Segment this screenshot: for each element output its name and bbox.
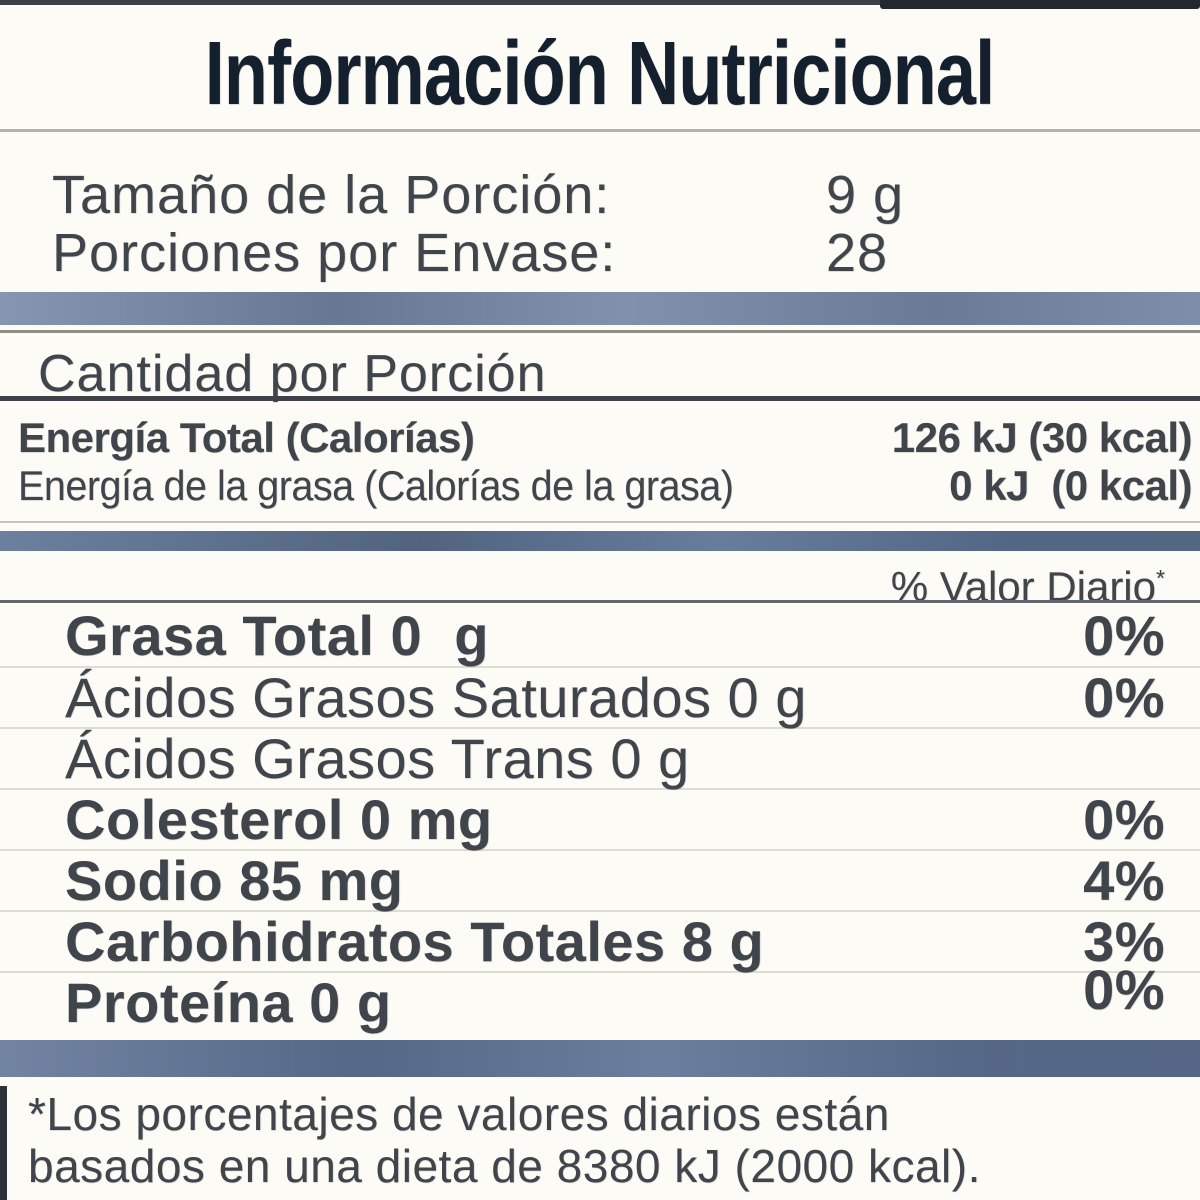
nutrient-row: Ácidos Grasos Saturados 0 g 0% xyxy=(0,665,1200,730)
page-title: Información Nutricional xyxy=(205,24,995,124)
nutrient-row: Carbohidratos Totales 8 g 3% xyxy=(0,909,1200,974)
nutrient-name: Proteína xyxy=(65,971,294,1034)
section-divider-bar-bottom xyxy=(0,1040,1200,1077)
nutrient-label-group: Carbohidratos Totales 8 g xyxy=(65,909,764,974)
nutrient-label-group: Proteína 0 g xyxy=(65,970,392,1035)
nutrient-name: Ácidos Grasos Trans xyxy=(65,727,595,790)
nutrient-amount: 0 mg xyxy=(359,788,493,851)
energy-separator-line xyxy=(0,521,1200,523)
nutrient-amount: 8 g xyxy=(681,910,765,973)
divider-underline xyxy=(0,330,1200,333)
nutrients-table: Grasa Total 0 g 0% Ácidos Grasos Saturad… xyxy=(0,603,1200,1035)
nutrient-row: Proteína 0 g 0% xyxy=(0,958,1200,1035)
serving-row-value: 9 g xyxy=(826,165,905,225)
nutrient-amount: 0 g xyxy=(309,971,392,1034)
nutrient-amount: 85 mg xyxy=(239,849,404,912)
serving-row: Porciones por Envase: 28 xyxy=(0,224,1200,282)
energy-row: Energía de la grasa (Calorías de la gras… xyxy=(0,462,1200,510)
asterisk-mark: * xyxy=(1156,565,1165,591)
nutrient-amount: 0 g xyxy=(390,604,489,667)
footnote-line: *Los porcentajes de valores diarios está… xyxy=(28,1088,890,1140)
daily-value-percent: 0% xyxy=(1083,958,1165,1021)
daily-value-separator-line xyxy=(0,600,1200,603)
nutrient-name: Ácidos Grasos Saturados xyxy=(65,666,712,729)
nutrient-label-group: Colesterol 0 mg xyxy=(65,787,493,852)
energy-row: Energía Total (Calorías) 126 kJ (30 kcal… xyxy=(0,414,1200,462)
nutrient-name: Grasa Total xyxy=(65,604,375,667)
nutrient-name: Colesterol xyxy=(65,788,344,851)
daily-value-percent: 3% xyxy=(1083,910,1165,973)
footnote: *Los porcentajes de valores diarios está… xyxy=(28,1088,1170,1192)
serving-row-label: Porciones por Envase: xyxy=(52,223,617,283)
nutrient-name: Carbohidratos Totales xyxy=(65,910,666,973)
energy-row-label: Energía de la grasa (Calorías de la gras… xyxy=(18,462,734,509)
daily-value-percent: 0% xyxy=(1083,604,1165,667)
label-top-border xyxy=(0,0,1200,9)
nutrient-label-group: Sodio 85 mg xyxy=(65,848,403,913)
daily-value-percent: 4% xyxy=(1083,849,1165,912)
serving-info-section: Tamaño de la Porción: 9 g Porciones por … xyxy=(0,166,1200,282)
energy-section: Energía Total (Calorías) 126 kJ (30 kcal… xyxy=(0,414,1200,510)
nutrient-label-group: Grasa Total 0 g xyxy=(65,603,489,668)
serving-row-label: Tamaño de la Porción: xyxy=(52,165,611,225)
serving-row-value: 28 xyxy=(826,223,889,283)
section-divider-bar-top xyxy=(0,292,1200,325)
nutrient-amount: 0 g xyxy=(610,727,690,790)
title-row: Información Nutricional xyxy=(0,28,1200,146)
energy-row-value: 0 kJ (0 kcal) xyxy=(949,462,1192,509)
nutrient-row: Colesterol 0 mg 0% xyxy=(0,787,1200,852)
nutrient-row: Sodio 85 mg 4% xyxy=(0,848,1200,913)
footnote-line: basados en una dieta de 8380 kJ (2000 kc… xyxy=(28,1140,981,1192)
nutrient-amount: 0 g xyxy=(727,666,807,729)
energy-row-value: 126 kJ (30 kcal) xyxy=(891,414,1193,461)
amount-per-serving-header: Cantidad por Porción xyxy=(38,345,547,403)
label-left-edge-artifact xyxy=(0,1086,7,1200)
header-separator-line xyxy=(0,396,1200,401)
nutrient-row: Grasa Total 0 g 0% xyxy=(0,603,1200,668)
daily-value-percent: 0% xyxy=(1083,666,1165,729)
nutrient-name: Sodio xyxy=(65,849,224,912)
section-divider-bar-middle xyxy=(0,531,1200,551)
nutrient-row: Ácidos Grasos Trans 0 g xyxy=(0,726,1200,791)
energy-row-label: Energía Total (Calorías) xyxy=(18,414,475,461)
nutrient-label-group: Ácidos Grasos Trans 0 g xyxy=(65,726,690,791)
serving-row: Tamaño de la Porción: 9 g xyxy=(0,166,1200,224)
title-separator-line xyxy=(0,129,1200,132)
daily-value-percent: 0% xyxy=(1083,788,1165,851)
nutrient-label-group: Ácidos Grasos Saturados 0 g xyxy=(65,665,807,730)
